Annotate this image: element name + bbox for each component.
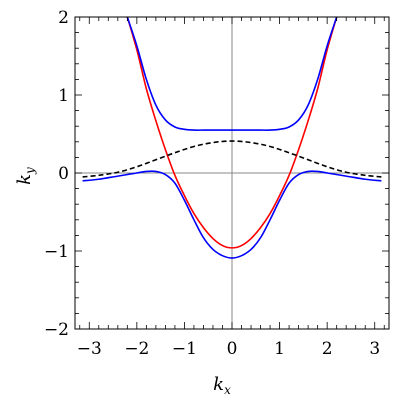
y-axis-title-main: k <box>14 174 35 185</box>
x-axis-title-sub: x <box>224 383 231 397</box>
y-tick-label: 2 <box>58 8 69 28</box>
series-line-3 <box>82 170 382 259</box>
y-tick-label: −1 <box>44 242 69 262</box>
tick-labels: −3 −2 −1 0 1 2 3 −2 −1 0 1 2 <box>44 8 380 359</box>
series-line-4 <box>82 140 382 178</box>
y-tick-label: 0 <box>58 164 69 184</box>
y-axis-title-sub: y <box>23 167 37 175</box>
x-tick-label: 1 <box>274 339 285 359</box>
y-axis-title: ky <box>14 167 37 185</box>
x-tick-label: 2 <box>322 339 333 359</box>
y-tick-label: 1 <box>58 86 69 106</box>
tick-marks <box>75 16 389 330</box>
series-line-2 <box>126 17 338 131</box>
x-axis-title-main: k <box>213 374 224 395</box>
y-tick-label: −2 <box>44 320 69 340</box>
series-layer <box>82 17 382 259</box>
x-tick-label: 0 <box>227 339 238 359</box>
zero-axis-lines <box>75 17 389 329</box>
x-axis-title: kx <box>213 374 231 397</box>
series-line-1 <box>126 17 338 249</box>
x-tick-label: 3 <box>369 339 380 359</box>
x-tick-label: −2 <box>124 339 149 359</box>
x-tick-label: −3 <box>77 339 102 359</box>
x-tick-label: −1 <box>172 339 197 359</box>
